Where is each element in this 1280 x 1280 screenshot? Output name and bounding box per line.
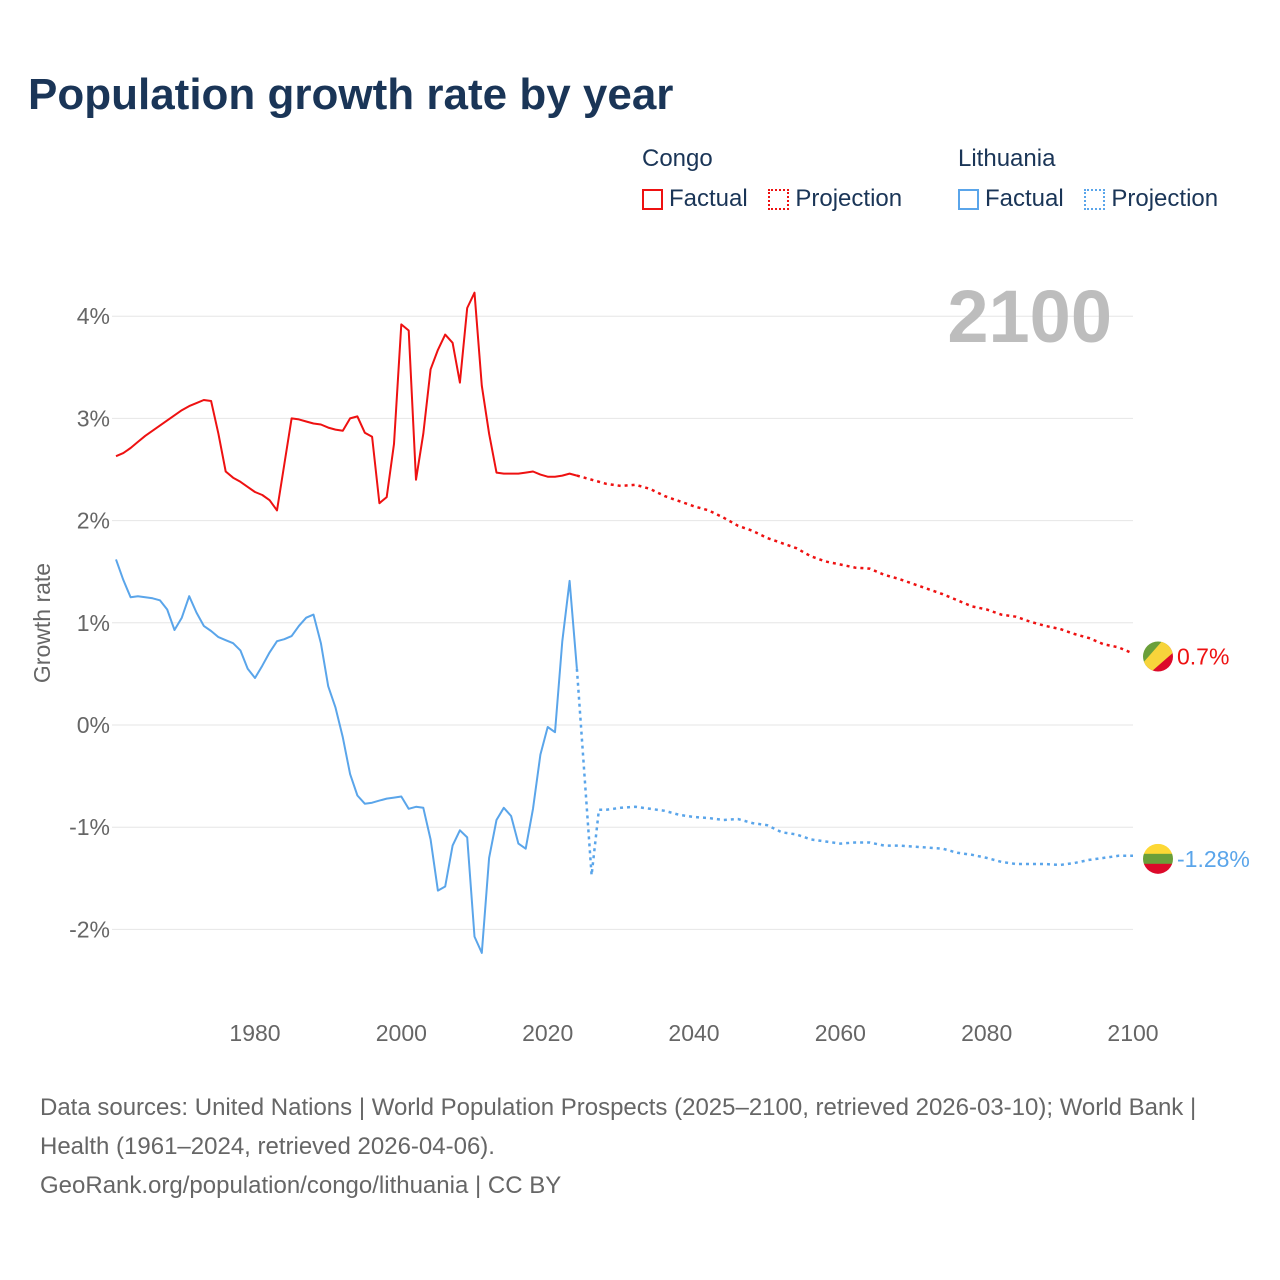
- legend-group-name: Congo: [642, 145, 713, 172]
- x-tick-label: 1980: [229, 1020, 280, 1046]
- x-tick-label: 2020: [522, 1020, 573, 1046]
- legend-congo-factual[interactable]: Factual: [642, 185, 748, 213]
- y-tick-label: 0%: [77, 712, 110, 738]
- x-tick-label: 2040: [668, 1020, 719, 1046]
- x-tick-label: 2080: [961, 1020, 1012, 1046]
- year-indicator: 2100: [947, 275, 1112, 358]
- legend-label: Projection: [1111, 185, 1219, 212]
- dotted-swatch-icon: [768, 188, 790, 210]
- flag-stripe: [1143, 853, 1173, 865]
- x-tick-label: 2060: [815, 1020, 866, 1046]
- chart-title: Population growth rate by year: [28, 70, 674, 119]
- y-tick-label: 2%: [77, 508, 110, 534]
- y-tick-label: -2%: [69, 916, 110, 942]
- end-value-label: 0.7%: [1177, 643, 1229, 669]
- flag-stripe: [1143, 843, 1173, 855]
- legend-label: Factual: [985, 185, 1064, 212]
- flag-stripe: [1143, 863, 1173, 874]
- legend-lithuania: Lithuania Factual Projection: [958, 145, 1218, 217]
- flag-lithuania-icon: [1143, 843, 1173, 874]
- flag-congo-icon: [1143, 641, 1173, 672]
- y-axis-label: Growth rate: [29, 563, 55, 683]
- credit-link[interactable]: GeoRank.org/population/congo/lithuania |…: [40, 1172, 562, 1199]
- x-tick-label: 2100: [1107, 1020, 1158, 1046]
- legend-congo-projection[interactable]: Projection: [768, 185, 902, 213]
- y-tick-label: -1%: [69, 814, 110, 840]
- line-lithuania-projection: [575, 668, 1133, 876]
- legend-label: Factual: [669, 185, 748, 212]
- y-tick-label: 4%: [77, 303, 110, 329]
- dotted-swatch-icon: [1084, 188, 1106, 210]
- legend-lithuania-projection[interactable]: Projection: [1084, 185, 1218, 213]
- footer: Data sources: United Nations | World Pop…: [40, 1088, 1240, 1205]
- line-congo-factual: [115, 291, 578, 512]
- legend-label: Projection: [795, 185, 903, 212]
- data-sources: Data sources: United Nations | World Pop…: [40, 1094, 1197, 1160]
- solid-swatch-icon: [642, 188, 663, 210]
- legend-congo: Congo Factual Projection: [642, 145, 916, 217]
- end-value-label: -1.28%: [1177, 846, 1250, 872]
- line-congo-projection: [576, 474, 1134, 655]
- legend-lithuania-factual[interactable]: Factual: [958, 185, 1064, 213]
- x-tick-label: 2000: [376, 1020, 427, 1046]
- line-lithuania-factual: [115, 559, 578, 954]
- solid-swatch-icon: [958, 188, 979, 210]
- y-tick-label: 1%: [77, 610, 110, 636]
- legend-group-name: Lithuania: [958, 145, 1056, 172]
- y-tick-label: 3%: [77, 405, 110, 431]
